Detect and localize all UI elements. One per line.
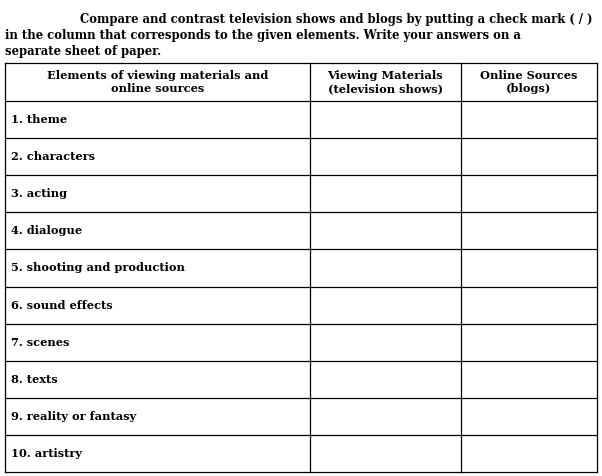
Text: Online Sources
(blogs): Online Sources (blogs): [480, 69, 577, 94]
Text: 9. reality or fantasy: 9. reality or fantasy: [11, 411, 136, 422]
Text: 1. theme: 1. theme: [11, 114, 67, 125]
Text: 5. shooting and production: 5. shooting and production: [11, 262, 185, 273]
Text: 6. sound effects: 6. sound effects: [11, 299, 113, 310]
Text: separate sheet of paper.: separate sheet of paper.: [5, 45, 161, 58]
Text: Elements of viewing materials and
online sources: Elements of viewing materials and online…: [47, 69, 268, 94]
Text: 8. texts: 8. texts: [11, 374, 58, 385]
Text: 2. characters: 2. characters: [11, 151, 95, 162]
Text: 10. artistry: 10. artistry: [11, 448, 82, 459]
Text: in the column that corresponds to the given elements. Write your answers on a: in the column that corresponds to the gi…: [5, 29, 521, 42]
Text: Compare and contrast television shows and blogs by putting a check mark ( / ): Compare and contrast television shows an…: [80, 13, 592, 26]
Text: 3. acting: 3. acting: [11, 188, 67, 199]
Text: 4. dialogue: 4. dialogue: [11, 225, 82, 237]
Text: Viewing Materials
(television shows): Viewing Materials (television shows): [327, 69, 443, 94]
Text: 7. scenes: 7. scenes: [11, 337, 69, 347]
